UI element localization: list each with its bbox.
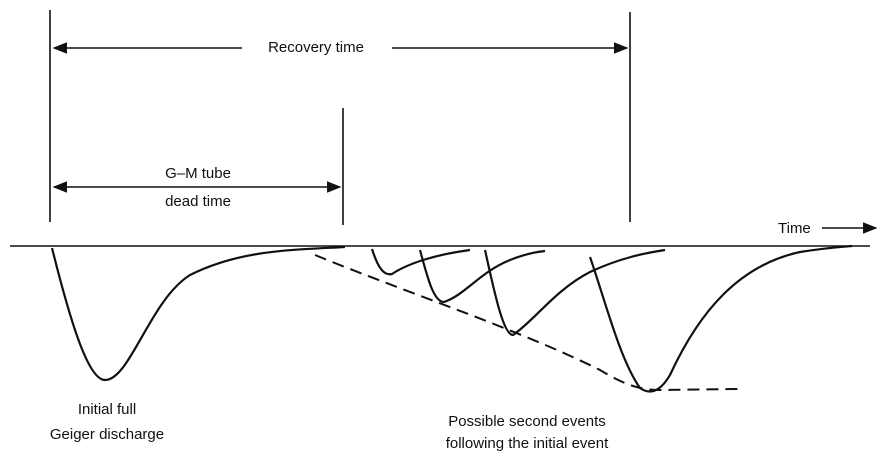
second-events-label: Possible second events — [448, 413, 606, 430]
pulses — [50, 244, 853, 393]
dead-time-label: dead time — [165, 193, 231, 210]
initial-label: Initial full — [78, 401, 136, 418]
initial-label: Geiger discharge — [50, 426, 164, 443]
recovery-label: Recovery time — [268, 39, 364, 56]
dead-time-label: G–M tube — [165, 165, 231, 182]
frame-lines — [10, 10, 870, 247]
time-label: Time — [778, 220, 811, 237]
second-events-label: following the initial event — [446, 435, 609, 452]
